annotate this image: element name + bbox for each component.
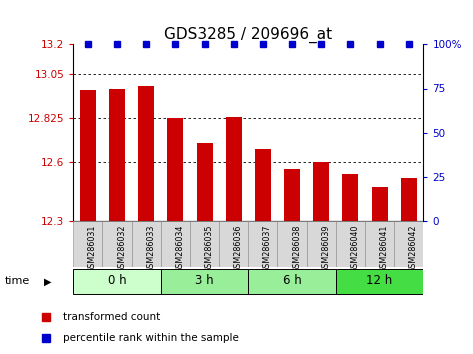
Bar [248,221,278,267]
Bar [313,162,329,221]
Bar [226,117,242,221]
Text: GSM286035: GSM286035 [204,225,214,273]
Text: GSM286040: GSM286040 [350,225,359,273]
Text: 12 h: 12 h [367,274,393,287]
Bar [73,221,103,267]
Bar [131,221,161,267]
Text: GSM286032: GSM286032 [117,225,126,273]
Text: transformed count: transformed count [63,312,160,322]
Bar [284,169,300,221]
Bar [103,221,131,267]
Text: GSM286031: GSM286031 [88,225,97,273]
Bar [197,143,212,221]
Bar [365,221,394,267]
Bar [161,269,248,294]
Bar [336,221,365,267]
Bar [109,90,125,221]
Bar [248,269,336,294]
Text: percentile rank within the sample: percentile rank within the sample [63,332,239,343]
Text: 0 h: 0 h [108,274,126,287]
Bar [73,269,161,294]
Text: GSM286042: GSM286042 [409,225,418,273]
Text: GSM286038: GSM286038 [292,225,301,273]
Text: ▶: ▶ [44,276,51,286]
Text: GSM286041: GSM286041 [380,225,389,273]
Text: 3 h: 3 h [195,274,214,287]
Title: GDS3285 / 209696_at: GDS3285 / 209696_at [164,27,333,43]
Bar [138,86,154,221]
Bar [161,221,190,267]
Text: GSM286033: GSM286033 [146,225,155,273]
Bar [190,221,219,267]
Bar [80,91,96,221]
Bar [401,178,417,221]
Bar [255,149,271,221]
Text: 6 h: 6 h [283,274,301,287]
Bar [394,221,423,267]
Bar [342,174,359,221]
Bar [336,269,423,294]
Bar [307,221,336,267]
Bar [372,187,387,221]
Bar [167,118,184,221]
Text: time: time [5,276,30,286]
Text: GSM286037: GSM286037 [263,225,272,273]
Bar [278,221,307,267]
Bar [219,221,248,267]
Text: GSM286034: GSM286034 [175,225,184,273]
Text: GSM286039: GSM286039 [321,225,330,273]
Text: GSM286036: GSM286036 [234,225,243,273]
